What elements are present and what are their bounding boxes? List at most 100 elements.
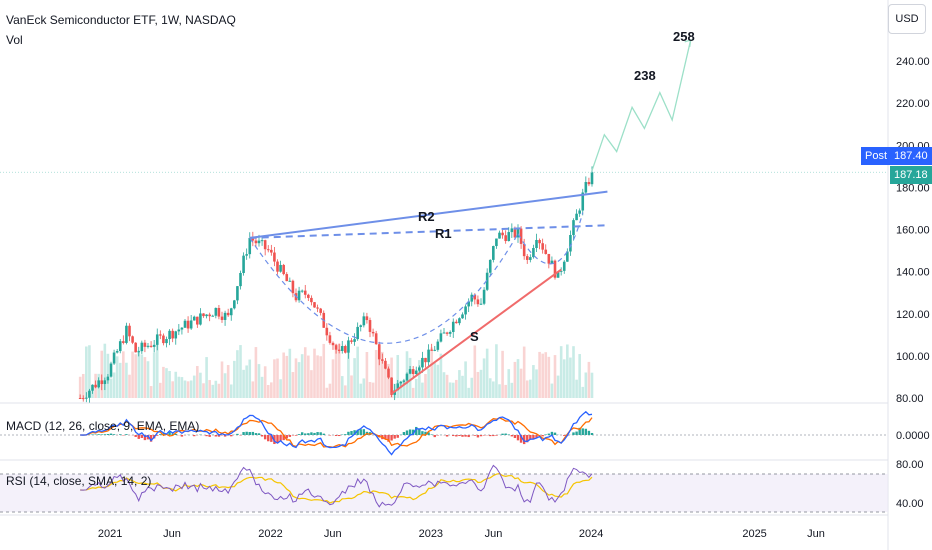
volume-bar [562, 359, 566, 398]
macd-histogram-bar [544, 434, 547, 435]
volume-bar [279, 379, 282, 398]
macd-histogram-bar [119, 434, 122, 435]
volume-bar [88, 345, 91, 398]
volume-bar [202, 383, 205, 398]
candle-body [257, 240, 261, 244]
macd-histogram-bar [208, 435, 211, 437]
volume-bar [276, 358, 279, 398]
y-tick-label: 220.00 [896, 98, 930, 110]
candle-body [572, 220, 575, 236]
chart-title: VanEck Semiconductor ETF, 1W, NASDAQ [6, 13, 236, 27]
candle-body [464, 306, 467, 315]
volume-bar [356, 346, 359, 398]
macd-histogram-bar [260, 435, 264, 437]
support-line-s [390, 268, 562, 395]
candle-body [202, 313, 205, 317]
macd-histogram-bar [245, 431, 248, 435]
macd-histogram-bar [408, 429, 412, 435]
volume-bar [180, 377, 184, 398]
macd-histogram-bar [479, 435, 483, 437]
volume-bar [140, 354, 144, 398]
candle-body [433, 349, 437, 351]
candle-body [282, 264, 285, 275]
volume-bar [541, 353, 544, 398]
volume-bar [368, 381, 372, 398]
macd-histogram-bar [223, 435, 227, 437]
macd-histogram-bar [390, 435, 393, 441]
candle-body [81, 398, 85, 400]
volume-bar [519, 368, 523, 398]
macd-histogram-bar [433, 435, 436, 438]
candle-body [476, 299, 480, 305]
volume-bar [103, 343, 107, 398]
macd-histogram-bar [97, 434, 100, 435]
volume-bar [532, 365, 535, 398]
candle-body [205, 314, 208, 317]
macd-histogram-bar [230, 435, 233, 437]
volume-bar [282, 352, 285, 398]
volume-bar [566, 344, 569, 398]
macd-histogram-bar [421, 431, 424, 435]
candle-body [436, 341, 440, 350]
volume-bar [300, 354, 304, 398]
x-tick-label: Jun [485, 528, 503, 540]
y-tick-label: 180.00 [896, 182, 930, 194]
volume-bar [353, 358, 356, 398]
candle-body [115, 351, 119, 353]
candle-body [316, 307, 319, 309]
volume-bar [479, 369, 483, 398]
macd-histogram-bar [103, 434, 107, 435]
candle-body [344, 346, 347, 353]
macd-histogram-bar [430, 434, 433, 435]
volume-bar [344, 385, 347, 398]
candle-body [461, 314, 464, 319]
volume-bar [347, 352, 350, 398]
macd-histogram-bar [353, 430, 356, 435]
candle-body [550, 260, 554, 264]
candle-body [569, 235, 572, 252]
candle-body [374, 333, 378, 345]
candle-body [590, 172, 594, 185]
macd-histogram-bar [214, 435, 218, 437]
volume-bar [442, 372, 446, 398]
currency-button[interactable]: USD [888, 4, 926, 34]
volume-bar [421, 382, 424, 398]
candle-body [177, 329, 181, 332]
candle-body [504, 235, 507, 242]
candle-body [516, 228, 520, 238]
macd-histogram-bar [254, 433, 258, 435]
candle-body [492, 246, 495, 260]
candle-body [362, 316, 366, 326]
macd-histogram-bar [584, 428, 588, 435]
candle-body [251, 237, 255, 241]
macd-histogram-bar [587, 430, 591, 435]
macd-histogram-bar [541, 435, 544, 437]
candle-body [562, 261, 566, 271]
cup-curve [249, 233, 519, 344]
volume-bar [165, 368, 168, 398]
candle-body [538, 239, 541, 244]
candle-body [470, 294, 474, 302]
volume-bar [365, 352, 369, 398]
macd-zero-label: 0.0000 [896, 430, 930, 442]
candle-body [488, 259, 492, 273]
macd-histogram-bar [522, 435, 526, 445]
rsi-label: RSI (14, close, SMA, 14, 2) [6, 474, 152, 488]
candle-body [529, 257, 532, 260]
macd-histogram-bar [384, 435, 387, 440]
macd-histogram-bar [134, 435, 137, 437]
candle-body [303, 290, 307, 295]
candle-body [365, 316, 369, 321]
volume-bar [174, 371, 178, 398]
macd-histogram-bar [217, 435, 221, 437]
x-tick-label: Jun [163, 528, 181, 540]
volume-bar [316, 355, 319, 398]
macd-histogram-bar [112, 434, 116, 435]
candle-body [381, 359, 384, 361]
candle-body [319, 308, 322, 313]
macd-histogram-bar [445, 435, 449, 437]
candle-body [498, 232, 501, 239]
volume-bar [439, 353, 443, 398]
candle-body [131, 336, 134, 343]
